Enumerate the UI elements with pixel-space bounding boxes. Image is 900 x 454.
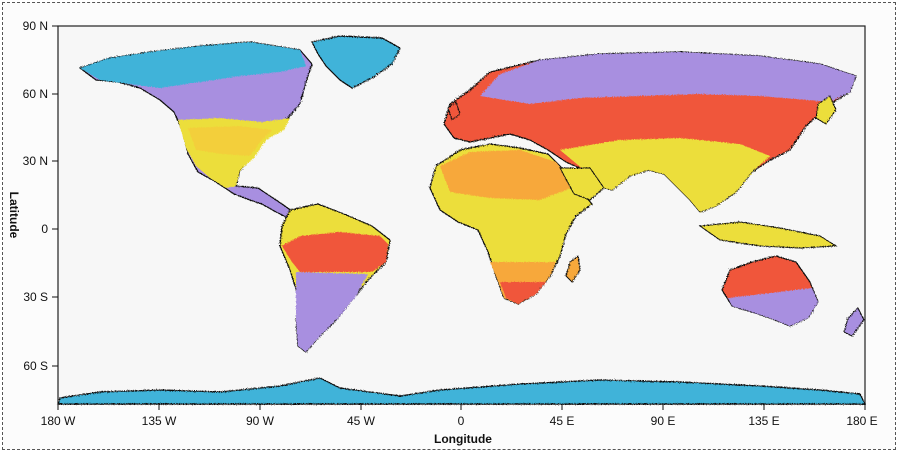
- madagascar: [565, 255, 581, 283]
- lat-tick-60s: 60 S: [23, 359, 48, 373]
- lon-tick-135e: 135 E: [748, 414, 779, 428]
- y-axis-title: Latitude: [7, 192, 21, 239]
- lon-tick-90w: 90 W: [246, 414, 275, 428]
- lon-tick-45w: 45 W: [347, 414, 376, 428]
- eurasia-north: [480, 52, 856, 104]
- lon-tick-180w: 180 W: [41, 414, 76, 428]
- lon-tick-90e: 90 E: [651, 414, 676, 428]
- australia-south: [728, 288, 818, 326]
- north-america-arctic: [80, 42, 306, 88]
- lon-tick-45e: 45 E: [550, 414, 575, 428]
- colored-regions: [57, 35, 866, 405]
- south-america-south: [296, 272, 368, 352]
- new-zealand: [843, 307, 865, 337]
- asia-south: [560, 138, 770, 212]
- africa-orange: [440, 150, 576, 200]
- south-america-red: [282, 232, 388, 272]
- lat-tick-0: 0: [41, 222, 48, 236]
- lon-tick-180e: 180 E: [846, 414, 877, 428]
- lon-tick-135w: 135 W: [142, 414, 177, 428]
- longitude-ticks: 180 W 135 W 90 W 45 W 0 45 E 90 E 135 E …: [41, 404, 878, 428]
- lon-tick-0: 0: [458, 414, 465, 428]
- north-america-warm: [188, 126, 272, 156]
- x-axis-title: Longitude: [434, 432, 492, 446]
- japan: [815, 95, 837, 125]
- lat-tick-30s: 30 S: [23, 290, 48, 304]
- lat-tick-30n: 30 N: [23, 154, 48, 168]
- latitude-ticks: 90 N 60 N 30 N 0 30 S 60 S: [23, 19, 58, 373]
- antarctica: [57, 377, 866, 405]
- southeast-asia-islands: [698, 221, 838, 249]
- british-isles: [447, 101, 461, 121]
- lat-tick-90n: 90 N: [23, 19, 48, 33]
- africa-tip: [500, 282, 546, 304]
- lat-tick-60n: 60 N: [23, 87, 48, 101]
- arabia: [559, 167, 605, 201]
- greenland: [311, 35, 401, 89]
